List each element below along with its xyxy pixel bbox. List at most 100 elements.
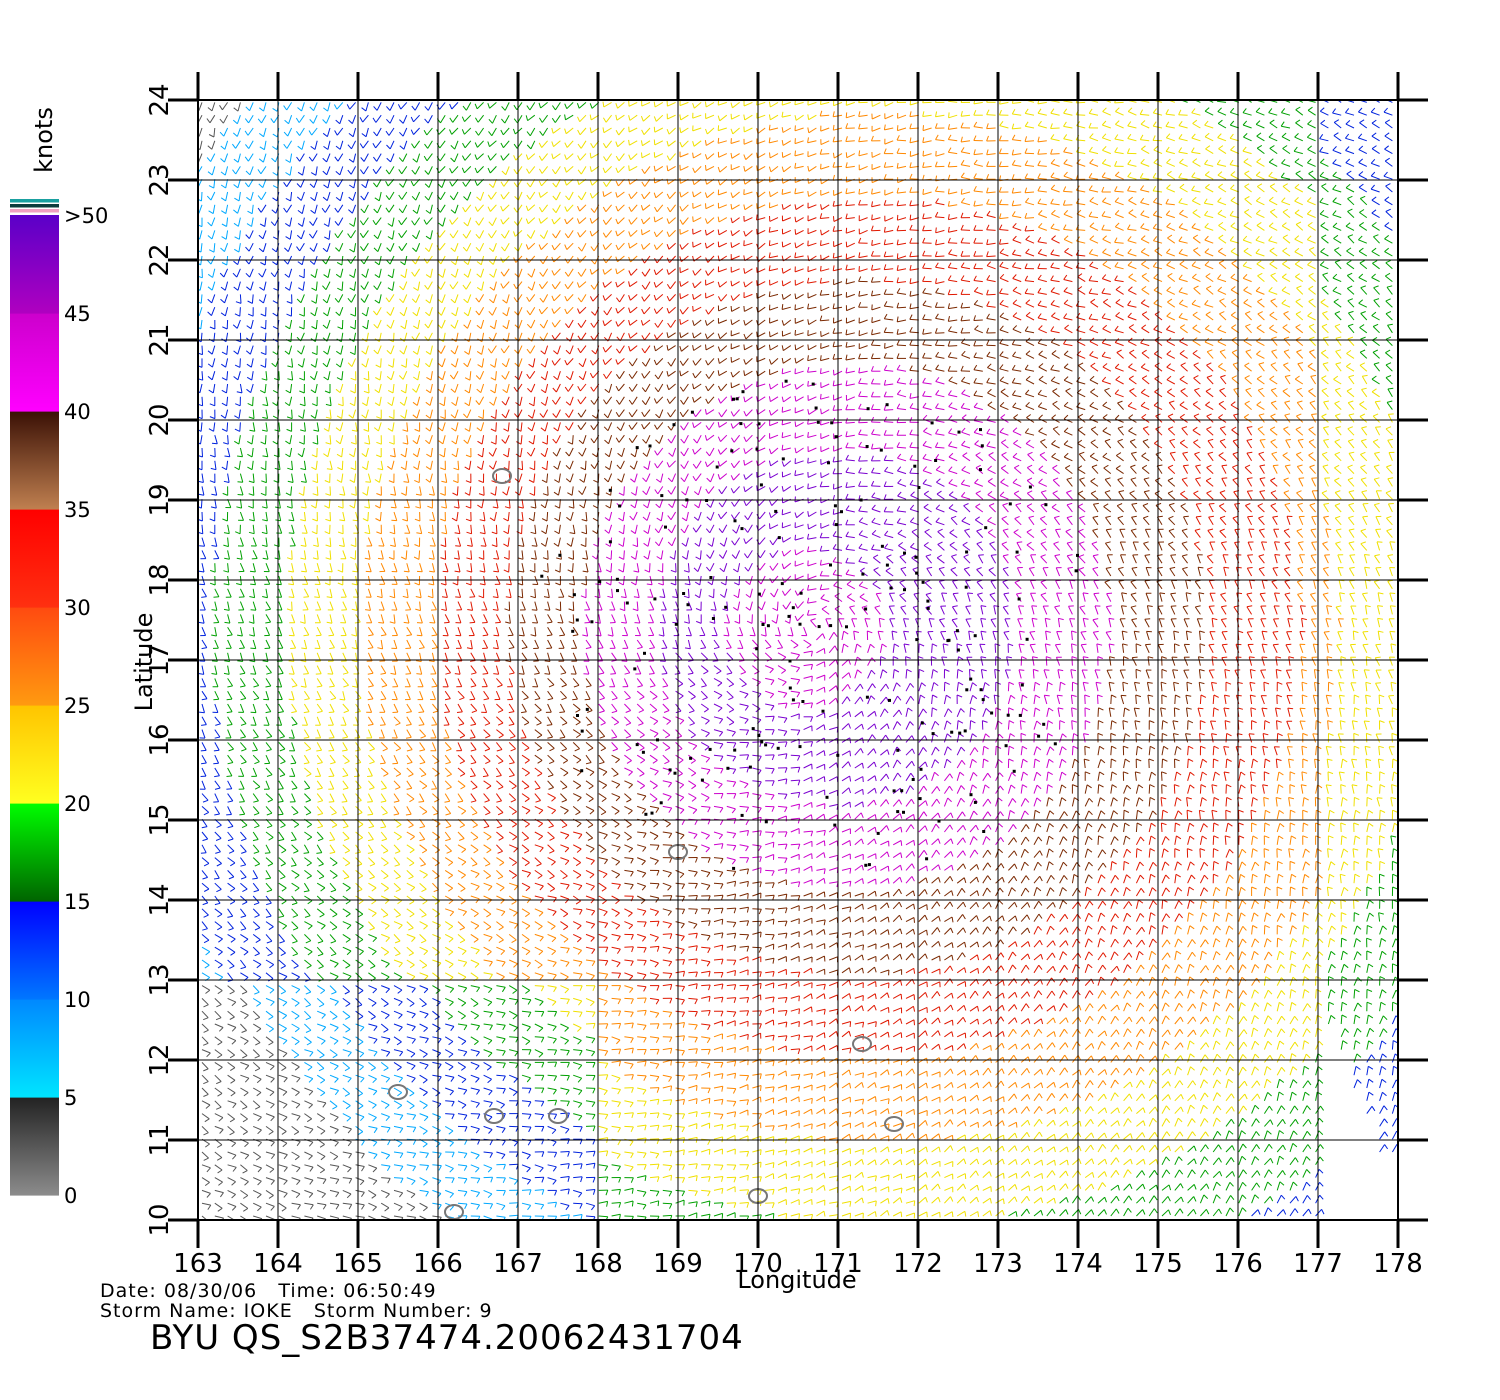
wind-vector	[368, 882, 377, 889]
wind-vector	[1263, 1181, 1269, 1191]
wind-vector	[1033, 913, 1040, 922]
wind-barb	[989, 1031, 992, 1038]
wind-barb	[399, 1114, 404, 1120]
wind-vector	[572, 921, 582, 927]
wind-vector	[1135, 964, 1142, 974]
wind-barb	[575, 900, 581, 905]
wind-vector	[777, 920, 788, 923]
wind-vector	[214, 921, 223, 928]
wind-barb	[681, 1190, 686, 1197]
wind-barb	[694, 908, 698, 915]
wind-barb	[1281, 990, 1286, 995]
wind-barb	[1040, 1082, 1044, 1089]
wind-vector	[509, 997, 519, 1001]
wind-vector	[1379, 1002, 1382, 1012]
wind-barb	[498, 926, 504, 931]
wind-vector	[829, 969, 838, 974]
wind-barb	[320, 1079, 326, 1084]
wind-barb	[924, 1043, 928, 1049]
legend-tick-label: 40	[64, 400, 91, 424]
wind-vector	[547, 1087, 557, 1091]
wind-barb	[1240, 873, 1246, 878]
wind-vector	[841, 1148, 851, 1153]
wind-barb	[746, 1151, 750, 1157]
wind-vector	[483, 1036, 493, 1041]
wind-vector	[573, 1163, 583, 1166]
wind-barb	[988, 902, 992, 908]
wind-barb	[205, 989, 211, 994]
wind-barb	[1266, 1130, 1272, 1135]
wind-barb	[461, 1015, 466, 1020]
wind-vector	[1212, 1092, 1218, 1102]
wind-vector	[1097, 1055, 1105, 1063]
wind-vector	[1059, 990, 1065, 999]
wind-vector	[637, 1074, 647, 1077]
wind-vector	[790, 1213, 800, 1217]
wind-vector	[227, 921, 234, 929]
wind-barb	[1191, 1131, 1197, 1137]
wind-barb	[604, 960, 609, 966]
wind-vector	[240, 1113, 248, 1120]
wind-barb	[591, 1051, 596, 1057]
wind-vector	[713, 958, 724, 961]
wind-vector	[1008, 1145, 1016, 1153]
wind-vector	[457, 1061, 466, 1068]
wind-vector	[1251, 1156, 1256, 1165]
wind-barb	[205, 1143, 210, 1148]
wind-barb	[640, 899, 646, 904]
wind-vector	[1174, 1055, 1181, 1063]
wind-barb	[1282, 1119, 1286, 1125]
wind-barb	[1128, 978, 1133, 984]
wind-barb	[618, 1112, 622, 1119]
wind-barb	[408, 927, 414, 931]
wind-vector	[240, 1151, 249, 1156]
wind-vector	[316, 946, 324, 955]
wind-barb	[1230, 1157, 1235, 1163]
wind-barb	[411, 1077, 416, 1083]
wind-vector	[1379, 989, 1383, 999]
wind-vector	[956, 927, 964, 935]
wind-barb	[1290, 989, 1297, 993]
wind-vector	[432, 1189, 442, 1194]
wind-vector	[304, 1113, 312, 1120]
wind-barb	[618, 1214, 621, 1220]
wind-vector	[1123, 1183, 1131, 1191]
wind-vector	[278, 1074, 288, 1079]
wind-barb	[358, 925, 364, 930]
wind-vector	[393, 1049, 403, 1053]
wind-barb	[1279, 950, 1285, 955]
wind-barb	[1242, 990, 1247, 996]
wind-vector	[1326, 887, 1329, 897]
wind-vector	[598, 908, 608, 913]
wind-vector	[1097, 1171, 1105, 1178]
wind-vector	[1020, 902, 1028, 910]
wind-vector	[1123, 1093, 1130, 1102]
wind-vector	[329, 921, 338, 928]
wind-barb	[448, 938, 454, 943]
wind-barb	[422, 900, 428, 905]
wind-barb	[976, 1108, 980, 1114]
wind-barb	[1367, 873, 1373, 878]
wind-vector	[381, 1113, 390, 1118]
wind-vector	[1174, 1117, 1179, 1127]
wind-barb	[964, 1108, 967, 1115]
wind-barb	[438, 1153, 442, 1159]
wind-vector	[406, 895, 415, 902]
wind-vector	[1046, 1184, 1055, 1191]
wind-vector	[956, 980, 966, 987]
wind-vector	[1302, 899, 1306, 909]
wind-vector	[688, 1212, 697, 1217]
wind-barb	[1114, 938, 1119, 944]
wind-vector	[880, 1069, 888, 1076]
wind-vector	[854, 878, 863, 884]
wind-vector	[393, 908, 401, 916]
wind-vector	[508, 946, 518, 952]
wind-vector	[380, 882, 389, 889]
wind-vector	[381, 1164, 391, 1167]
wind-barb	[986, 887, 991, 893]
wind-barb	[747, 893, 749, 899]
wind-vector	[419, 1125, 428, 1132]
wind-barb	[318, 901, 324, 905]
wind-vector	[355, 1151, 365, 1155]
wind-barb	[644, 1112, 647, 1119]
